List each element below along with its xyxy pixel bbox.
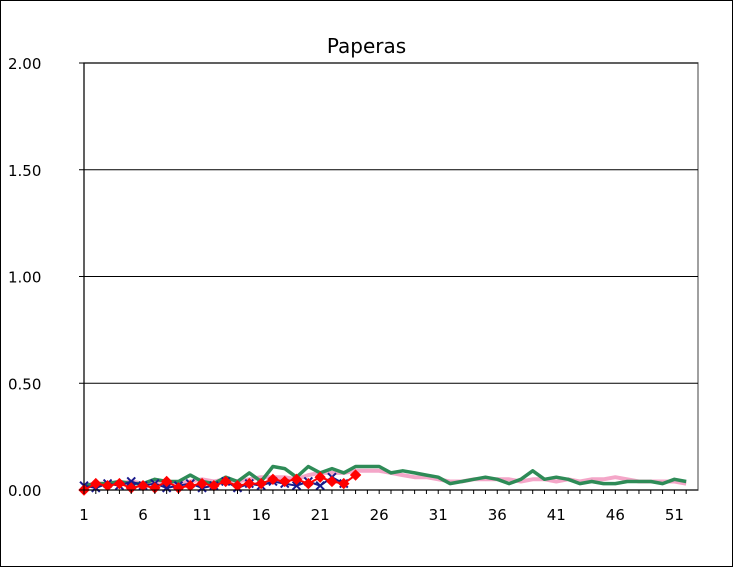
x-tick-label: 6 — [138, 506, 148, 524]
series-point — [279, 475, 291, 488]
series-point — [267, 473, 279, 486]
y-tick-label: 1.00 — [8, 269, 41, 287]
series-point — [243, 477, 256, 490]
x-tick-label: 1 — [79, 506, 89, 524]
point-stroke — [315, 481, 325, 491]
point-stroke — [126, 476, 136, 487]
x-tick-label: 46 — [606, 506, 625, 524]
x-tick-label: 16 — [252, 506, 271, 524]
series-line — [83, 464, 687, 488]
x-tick-label: 26 — [370, 506, 389, 524]
point-stroke — [161, 483, 172, 493]
series-point — [302, 477, 315, 490]
series-point — [349, 469, 362, 481]
y-tick-label: 1.50 — [8, 162, 41, 180]
series-point — [160, 475, 173, 488]
series-point — [255, 477, 267, 490]
series-point — [126, 476, 136, 487]
series-point — [113, 477, 126, 490]
series-point — [290, 473, 303, 486]
y-tick-label: 0.00 — [8, 482, 41, 500]
x-tick-label: 21 — [311, 506, 330, 524]
series-point — [315, 481, 325, 491]
point-stroke — [291, 481, 302, 491]
chart-title: Paperas — [326, 34, 407, 58]
series-point — [338, 477, 350, 490]
series-line — [83, 468, 687, 488]
series-point — [314, 471, 326, 483]
x-tick-label: 36 — [488, 506, 507, 524]
y-tick-label: 0.50 — [8, 375, 41, 393]
x-tick-label: 41 — [547, 506, 566, 524]
series-point — [291, 481, 302, 491]
y-tick-label: 2.00 — [8, 55, 41, 73]
series-point — [161, 483, 172, 493]
x-tick-label: 11 — [193, 506, 212, 524]
series-point — [196, 477, 208, 490]
series-point — [219, 475, 232, 488]
series-point — [90, 477, 102, 490]
series-point — [326, 475, 338, 488]
x-tick-label: 51 — [665, 506, 684, 524]
x-tick-label: 31 — [429, 506, 448, 524]
